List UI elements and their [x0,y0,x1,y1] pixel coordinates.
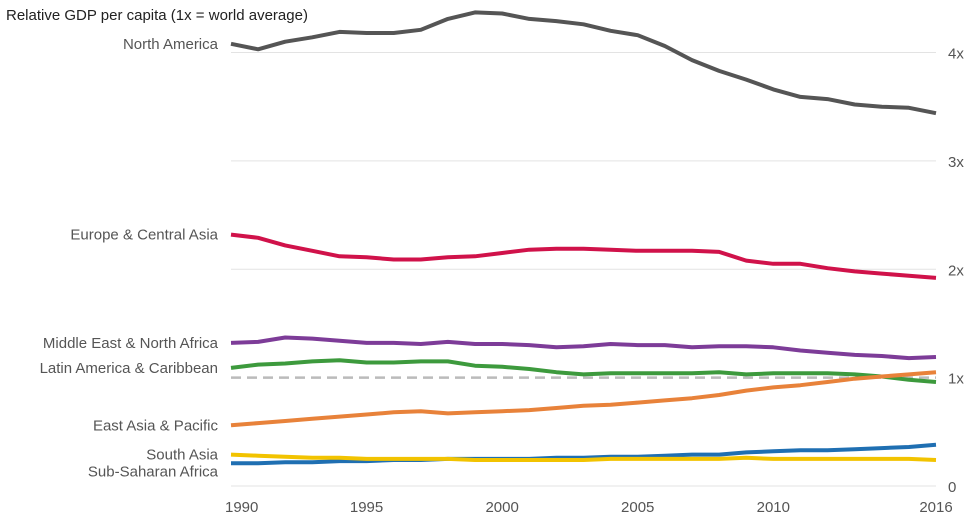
series-line-europe-and-central-asia [230,232,937,280]
x-tick-1995: 1995 [350,499,383,516]
series-label-east-asia-and-pacific: East Asia & Pacific [93,417,219,434]
y-tick-4x: 4x [948,46,964,63]
gridlines [231,52,936,487]
series-lines [230,10,937,466]
chart-title: Relative GDP per capita (1x = world aver… [6,7,308,24]
series-label-latin-america-and-caribbean: Latin America & Caribbean [40,360,218,377]
series-line-middle-east-and-north-africa [230,335,937,361]
series-line-latin-america-and-caribbean [230,358,937,384]
series-label-middle-east-and-north-africa: Middle East & North Africa [43,335,219,352]
x-axis: 1990 1995 2000 2005 2010 2016 [225,499,953,516]
x-tick-2010: 2010 [757,499,790,516]
y-tick-1x: 1x [948,371,964,388]
series-label-north-america: North America [123,36,219,53]
x-tick-2005: 2005 [621,499,654,516]
series-line-north-america [230,10,937,116]
y-tick-3x: 3x [948,154,964,171]
x-tick-1990: 1990 [225,499,258,516]
y-tick-0: 0 [948,479,956,496]
series-line-east-asia-and-pacific [230,370,937,428]
series-label-sub-saharan-africa: Sub-Saharan Africa [88,464,219,481]
series-label-south-asia: South Asia [146,447,218,464]
x-tick-2000: 2000 [485,499,518,516]
series-labels: North America Europe & Central Asia Middle… [40,36,219,481]
x-tick-2016: 2016 [919,499,952,516]
y-axis: 0 1x 2x 3x 4x [948,46,964,496]
y-tick-2x: 2x [948,262,964,279]
series-line-sub-saharan-africa [231,442,937,466]
series-line-south-asia [230,452,937,462]
series-label-europe-and-central-asia: Europe & Central Asia [70,227,218,244]
